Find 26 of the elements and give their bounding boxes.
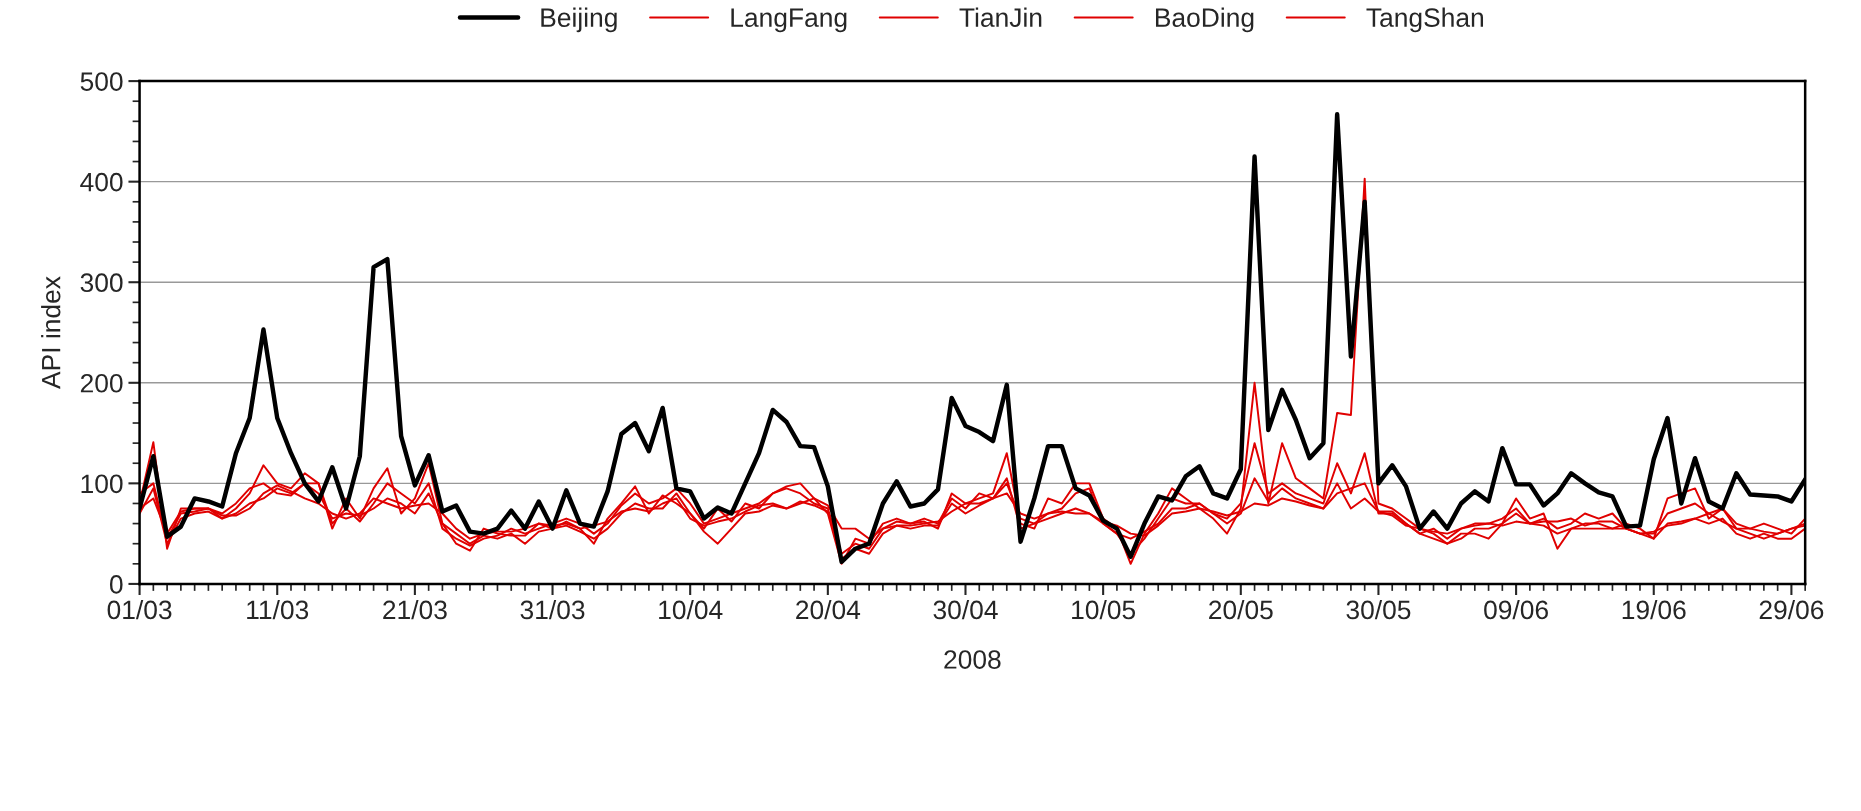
x-tick-label: 11/03 <box>247 599 309 620</box>
x-tick-label: 20/05 <box>1209 599 1273 620</box>
y-tick-label: 100 <box>81 474 123 494</box>
x-tick-label: 21/03 <box>383 599 447 620</box>
x-tick-label: 09/06 <box>1484 599 1548 620</box>
x-tick-label: 20/04 <box>796 599 861 620</box>
y-tick-label: 400 <box>80 172 123 192</box>
x-tick-label: 30/05 <box>1346 599 1411 620</box>
legend-label: Beijing <box>541 7 617 33</box>
x-tick-label: 30/04 <box>933 599 998 620</box>
y-tick-label: 500 <box>80 72 123 91</box>
legend-label: TianJin <box>959 7 1042 27</box>
y-tick-label: 300 <box>80 273 123 293</box>
x-tick-label: 29/06 <box>1759 599 1824 620</box>
x-tick-label: 10/05 <box>1072 599 1136 620</box>
y-axis-title: API index <box>41 276 61 389</box>
x-tick-label: 19/06 <box>1622 599 1686 620</box>
legend-label: LangFang <box>731 8 847 33</box>
x-tick-label: 01/03 <box>107 599 172 620</box>
legend-label: TangShan <box>1366 7 1484 33</box>
x-tick-label: 10/04 <box>659 599 723 620</box>
legend-label: BaoDing <box>1155 7 1254 33</box>
y-tick-label: 200 <box>80 373 123 393</box>
y-tick-label: 0 <box>109 575 123 594</box>
x-tick-label: 31/03 <box>520 599 585 620</box>
x-axis-title: 2008 <box>944 650 1001 669</box>
